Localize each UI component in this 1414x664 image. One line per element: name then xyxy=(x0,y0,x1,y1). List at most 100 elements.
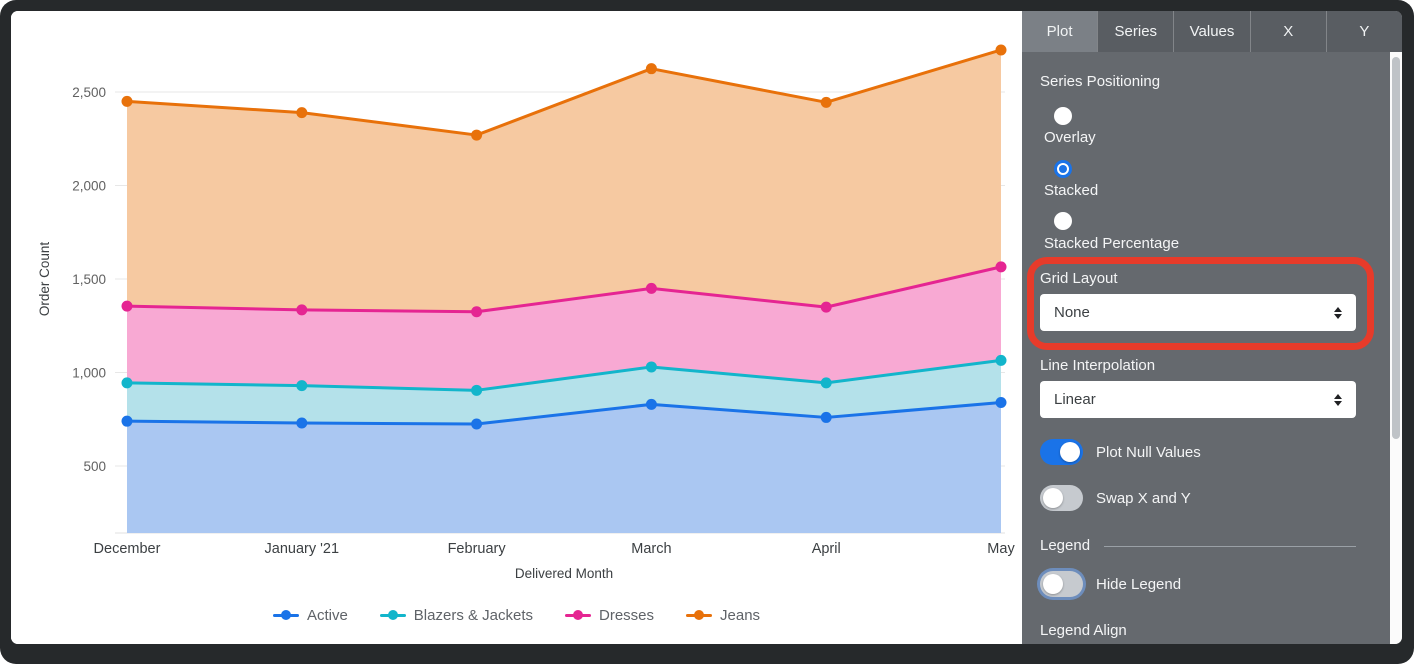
radio-stacked-percentage[interactable] xyxy=(1054,212,1072,230)
radio-overlay-label[interactable]: Overlay xyxy=(1044,129,1096,146)
radio-overlay[interactable] xyxy=(1054,107,1072,125)
data-point xyxy=(471,418,483,430)
line-interpolation-label: Line Interpolation xyxy=(1040,357,1156,374)
legend-align-label: Legend Align xyxy=(1040,622,1127,639)
data-point xyxy=(296,304,308,316)
grid-layout-label: Grid Layout xyxy=(1040,270,1118,287)
x-tick-label: December xyxy=(94,541,161,557)
legend-marker-dot xyxy=(387,610,398,620)
tab-x[interactable]: X xyxy=(1249,11,1326,52)
series-positioning-label: Series Positioning xyxy=(1040,73,1161,90)
hide-legend-toggle[interactable] xyxy=(1040,571,1083,597)
data-point xyxy=(471,129,483,141)
x-tick-label: January '21 xyxy=(265,541,340,557)
series-line-Dresses xyxy=(126,265,1002,314)
legend-marker-dot xyxy=(573,610,584,620)
legend-label: Active xyxy=(306,606,348,624)
tab-y[interactable]: Y xyxy=(1325,11,1402,52)
y-tick-label: 1,000 xyxy=(72,366,106,381)
series-line-Active xyxy=(126,400,1002,426)
legend-item-blazers-jackets[interactable]: Blazers & Jackets xyxy=(379,606,534,624)
series-line-Blazers & Jackets xyxy=(126,358,1002,392)
panel-tab-bar: Plot Series Values X Y xyxy=(1022,11,1402,52)
tab-values[interactable]: Values xyxy=(1173,11,1249,52)
swap-x-and-y-label[interactable]: Swap X and Y xyxy=(1096,489,1191,507)
radio-stacked-percentage-label[interactable]: Stacked Percentage xyxy=(1044,235,1180,252)
y-tick-label: 2,000 xyxy=(72,179,106,194)
data-point xyxy=(820,96,832,108)
data-point xyxy=(820,411,832,423)
legend-marker-icon xyxy=(565,610,592,620)
data-point xyxy=(121,300,133,312)
x-tick-label: February xyxy=(448,541,507,557)
data-point xyxy=(645,63,657,75)
line-interpolation-value: Linear xyxy=(1054,391,1096,408)
legend-item-jeans[interactable]: Jeans xyxy=(686,607,760,624)
app-window: 500 1,000 1,500 2,000 2,500 December January '… xyxy=(11,11,1402,644)
y-tick-label: 1,500 xyxy=(72,272,106,287)
unfold-arrows-icon xyxy=(1334,393,1342,406)
tab-plot[interactable]: Plot xyxy=(1022,11,1098,52)
data-point xyxy=(995,354,1007,366)
tab-series[interactable]: Series xyxy=(1097,11,1173,52)
area-Dresses xyxy=(127,266,1001,391)
legend-marker-icon xyxy=(272,610,299,620)
x-axis-title: Delivered Month xyxy=(515,566,613,581)
x-tick-label: April xyxy=(812,541,841,557)
legend-item-active[interactable]: Active xyxy=(272,606,348,624)
legend-label: Blazers & Jackets xyxy=(413,606,534,624)
legend-marker-icon xyxy=(379,610,406,620)
area-Blazers & Jackets xyxy=(127,360,1001,424)
series-line-Jeans xyxy=(126,48,1002,137)
chart-legend: Active Blazers & Jackets Dresses Jeans xyxy=(11,602,1022,628)
unfold-arrows-icon xyxy=(1334,306,1342,319)
area-Active xyxy=(127,402,1001,533)
data-point xyxy=(471,384,483,396)
legend-item-dresses[interactable]: Dresses xyxy=(565,607,654,624)
data-point xyxy=(121,415,133,427)
legend-marker-dot xyxy=(280,610,291,620)
data-point xyxy=(820,301,832,313)
legend-label: Dresses xyxy=(599,606,655,624)
data-point xyxy=(121,377,133,389)
legend-marker-dot xyxy=(694,610,705,620)
y-tick-label: 2,500 xyxy=(72,85,106,100)
data-point xyxy=(296,380,308,392)
panel-scrollbar-thumb[interactable] xyxy=(1392,57,1400,439)
data-point xyxy=(995,44,1007,56)
plot-null-values-toggle[interactable] xyxy=(1040,439,1083,465)
data-point xyxy=(645,361,657,373)
swap-x-and-y-toggle[interactable] xyxy=(1040,485,1083,511)
line-interpolation-select[interactable]: Linear xyxy=(1040,381,1356,418)
stacked-area-chart: 500 1,000 1,500 2,000 2,500 December January '… xyxy=(37,44,1015,581)
data-point xyxy=(645,398,657,410)
section-divider xyxy=(1104,545,1356,547)
panel-scrollbar-track[interactable] xyxy=(1390,52,1402,644)
plot-null-values-label[interactable]: Plot Null Values xyxy=(1096,443,1201,461)
y-axis-title: Order Count xyxy=(37,242,52,317)
hide-legend-label[interactable]: Hide Legend xyxy=(1096,575,1182,593)
legend-section-label: Legend xyxy=(1040,537,1091,554)
settings-panel: Plot Series Values X Y Series Positionin… xyxy=(1022,11,1402,644)
data-point xyxy=(995,261,1007,273)
radio-stacked[interactable] xyxy=(1054,160,1072,178)
x-tick-label: March xyxy=(631,541,671,557)
data-point xyxy=(645,282,657,294)
data-point xyxy=(820,377,832,389)
data-point xyxy=(296,107,308,119)
legend-marker-icon xyxy=(686,610,713,620)
radio-stacked-label[interactable]: Stacked xyxy=(1044,182,1099,199)
x-tick-label: May xyxy=(987,541,1015,557)
data-point xyxy=(296,417,308,429)
area-Jeans xyxy=(127,49,1001,312)
grid-layout-select[interactable]: None xyxy=(1040,294,1356,331)
data-point xyxy=(121,95,133,107)
legend-label: Jeans xyxy=(720,606,761,624)
data-point xyxy=(995,396,1007,408)
y-tick-label: 500 xyxy=(83,459,106,474)
panel-body: Series Positioning Overlay Stacked Stack… xyxy=(1022,52,1390,644)
chart-pane: 500 1,000 1,500 2,000 2,500 December January '… xyxy=(11,11,1022,644)
grid-layout-value: None xyxy=(1054,304,1090,321)
data-point xyxy=(471,306,483,318)
